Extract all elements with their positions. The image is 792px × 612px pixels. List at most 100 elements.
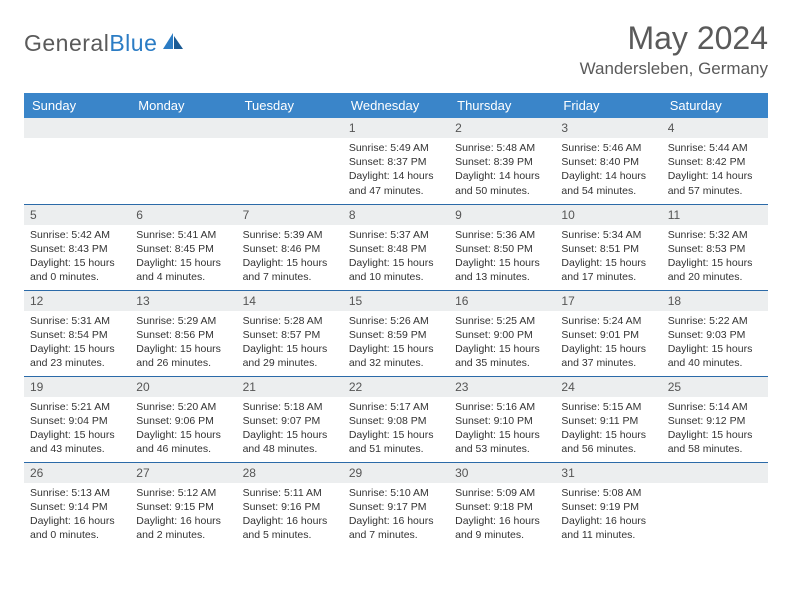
day-number: 7: [237, 205, 343, 225]
sunrise-line: Sunrise: 5:12 AM: [136, 486, 230, 500]
sunrise-line: Sunrise: 5:28 AM: [243, 314, 337, 328]
sunset-line: Sunset: 8:39 PM: [455, 155, 549, 169]
sunrise-line: Sunrise: 5:29 AM: [136, 314, 230, 328]
sunset-line: Sunset: 9:15 PM: [136, 500, 230, 514]
calendar-day-cell: 28Sunrise: 5:11 AMSunset: 9:16 PMDayligh…: [237, 462, 343, 548]
day-details: Sunrise: 5:41 AMSunset: 8:45 PMDaylight:…: [130, 225, 236, 289]
daylight-line: Daylight: 15 hours and 29 minutes.: [243, 342, 337, 370]
sunset-line: Sunset: 9:06 PM: [136, 414, 230, 428]
day-number: 15: [343, 291, 449, 311]
daylight-line: Daylight: 15 hours and 23 minutes.: [30, 342, 124, 370]
sunset-line: Sunset: 9:00 PM: [455, 328, 549, 342]
sunset-line: Sunset: 8:46 PM: [243, 242, 337, 256]
sunset-line: Sunset: 8:56 PM: [136, 328, 230, 342]
day-number: 28: [237, 463, 343, 483]
day-number: 24: [555, 377, 661, 397]
sunset-line: Sunset: 9:10 PM: [455, 414, 549, 428]
calendar-week-row: 12Sunrise: 5:31 AMSunset: 8:54 PMDayligh…: [24, 290, 768, 376]
sunrise-line: Sunrise: 5:42 AM: [30, 228, 124, 242]
daylight-line: Daylight: 15 hours and 4 minutes.: [136, 256, 230, 284]
sunrise-line: Sunrise: 5:17 AM: [349, 400, 443, 414]
calendar-day-cell: 20Sunrise: 5:20 AMSunset: 9:06 PMDayligh…: [130, 376, 236, 462]
sunset-line: Sunset: 9:04 PM: [30, 414, 124, 428]
day-details: Sunrise: 5:09 AMSunset: 9:18 PMDaylight:…: [449, 483, 555, 547]
calendar-day-cell: 18Sunrise: 5:22 AMSunset: 9:03 PMDayligh…: [662, 290, 768, 376]
day-number-empty: [662, 463, 768, 483]
day-number-empty: [237, 118, 343, 138]
calendar-day-cell: 2Sunrise: 5:48 AMSunset: 8:39 PMDaylight…: [449, 118, 555, 204]
calendar-day-cell: 5Sunrise: 5:42 AMSunset: 8:43 PMDaylight…: [24, 204, 130, 290]
day-number: 27: [130, 463, 236, 483]
daylight-line: Daylight: 16 hours and 7 minutes.: [349, 514, 443, 542]
day-details: Sunrise: 5:18 AMSunset: 9:07 PMDaylight:…: [237, 397, 343, 461]
calendar-week-row: 1Sunrise: 5:49 AMSunset: 8:37 PMDaylight…: [24, 118, 768, 204]
calendar-table: SundayMondayTuesdayWednesdayThursdayFrid…: [24, 93, 768, 548]
sunrise-line: Sunrise: 5:32 AM: [668, 228, 762, 242]
calendar-week-row: 19Sunrise: 5:21 AMSunset: 9:04 PMDayligh…: [24, 376, 768, 462]
day-number: 1: [343, 118, 449, 138]
sunset-line: Sunset: 9:03 PM: [668, 328, 762, 342]
sunset-line: Sunset: 8:50 PM: [455, 242, 549, 256]
weekday-header: Monday: [130, 93, 236, 118]
day-number: 14: [237, 291, 343, 311]
day-number: 20: [130, 377, 236, 397]
day-details: Sunrise: 5:37 AMSunset: 8:48 PMDaylight:…: [343, 225, 449, 289]
calendar-day-cell: 12Sunrise: 5:31 AMSunset: 8:54 PMDayligh…: [24, 290, 130, 376]
daylight-line: Daylight: 16 hours and 9 minutes.: [455, 514, 549, 542]
calendar-day-cell: 1Sunrise: 5:49 AMSunset: 8:37 PMDaylight…: [343, 118, 449, 204]
day-details: Sunrise: 5:16 AMSunset: 9:10 PMDaylight:…: [449, 397, 555, 461]
day-number: 8: [343, 205, 449, 225]
sunrise-line: Sunrise: 5:24 AM: [561, 314, 655, 328]
daylight-line: Daylight: 14 hours and 57 minutes.: [668, 169, 762, 197]
day-details: Sunrise: 5:22 AMSunset: 9:03 PMDaylight:…: [662, 311, 768, 375]
day-details: Sunrise: 5:20 AMSunset: 9:06 PMDaylight:…: [130, 397, 236, 461]
daylight-line: Daylight: 15 hours and 20 minutes.: [668, 256, 762, 284]
day-details: Sunrise: 5:24 AMSunset: 9:01 PMDaylight:…: [555, 311, 661, 375]
sunset-line: Sunset: 8:51 PM: [561, 242, 655, 256]
month-title: May 2024: [580, 20, 768, 57]
sunset-line: Sunset: 8:42 PM: [668, 155, 762, 169]
calendar-empty-cell: [237, 118, 343, 204]
day-number: 23: [449, 377, 555, 397]
calendar-day-cell: 29Sunrise: 5:10 AMSunset: 9:17 PMDayligh…: [343, 462, 449, 548]
calendar-day-cell: 3Sunrise: 5:46 AMSunset: 8:40 PMDaylight…: [555, 118, 661, 204]
daylight-line: Daylight: 15 hours and 7 minutes.: [243, 256, 337, 284]
daylight-line: Daylight: 14 hours and 54 minutes.: [561, 169, 655, 197]
sunrise-line: Sunrise: 5:44 AM: [668, 141, 762, 155]
sunset-line: Sunset: 9:18 PM: [455, 500, 549, 514]
calendar-week-row: 26Sunrise: 5:13 AMSunset: 9:14 PMDayligh…: [24, 462, 768, 548]
calendar-week-row: 5Sunrise: 5:42 AMSunset: 8:43 PMDaylight…: [24, 204, 768, 290]
calendar-day-cell: 27Sunrise: 5:12 AMSunset: 9:15 PMDayligh…: [130, 462, 236, 548]
weekday-header: Sunday: [24, 93, 130, 118]
sunrise-line: Sunrise: 5:41 AM: [136, 228, 230, 242]
calendar-day-cell: 10Sunrise: 5:34 AMSunset: 8:51 PMDayligh…: [555, 204, 661, 290]
sail-icon: [161, 31, 185, 56]
weekday-header: Thursday: [449, 93, 555, 118]
day-details: Sunrise: 5:08 AMSunset: 9:19 PMDaylight:…: [555, 483, 661, 547]
calendar-day-cell: 7Sunrise: 5:39 AMSunset: 8:46 PMDaylight…: [237, 204, 343, 290]
daylight-line: Daylight: 15 hours and 46 minutes.: [136, 428, 230, 456]
daylight-line: Daylight: 14 hours and 47 minutes.: [349, 169, 443, 197]
weekday-header: Saturday: [662, 93, 768, 118]
sunset-line: Sunset: 8:54 PM: [30, 328, 124, 342]
calendar-day-cell: 13Sunrise: 5:29 AMSunset: 8:56 PMDayligh…: [130, 290, 236, 376]
daylight-line: Daylight: 15 hours and 56 minutes.: [561, 428, 655, 456]
daylight-line: Daylight: 15 hours and 0 minutes.: [30, 256, 124, 284]
sunrise-line: Sunrise: 5:20 AM: [136, 400, 230, 414]
sunset-line: Sunset: 8:48 PM: [349, 242, 443, 256]
daylight-line: Daylight: 15 hours and 32 minutes.: [349, 342, 443, 370]
day-number: 4: [662, 118, 768, 138]
title-block: May 2024 Wandersleben, Germany: [580, 20, 768, 79]
sunrise-line: Sunrise: 5:08 AM: [561, 486, 655, 500]
sunrise-line: Sunrise: 5:36 AM: [455, 228, 549, 242]
calendar-day-cell: 11Sunrise: 5:32 AMSunset: 8:53 PMDayligh…: [662, 204, 768, 290]
sunrise-line: Sunrise: 5:22 AM: [668, 314, 762, 328]
day-details: Sunrise: 5:36 AMSunset: 8:50 PMDaylight:…: [449, 225, 555, 289]
calendar-day-cell: 8Sunrise: 5:37 AMSunset: 8:48 PMDaylight…: [343, 204, 449, 290]
day-details: Sunrise: 5:13 AMSunset: 9:14 PMDaylight:…: [24, 483, 130, 547]
day-details: Sunrise: 5:46 AMSunset: 8:40 PMDaylight:…: [555, 138, 661, 202]
day-number: 10: [555, 205, 661, 225]
day-details: Sunrise: 5:21 AMSunset: 9:04 PMDaylight:…: [24, 397, 130, 461]
calendar-day-cell: 19Sunrise: 5:21 AMSunset: 9:04 PMDayligh…: [24, 376, 130, 462]
sunrise-line: Sunrise: 5:13 AM: [30, 486, 124, 500]
